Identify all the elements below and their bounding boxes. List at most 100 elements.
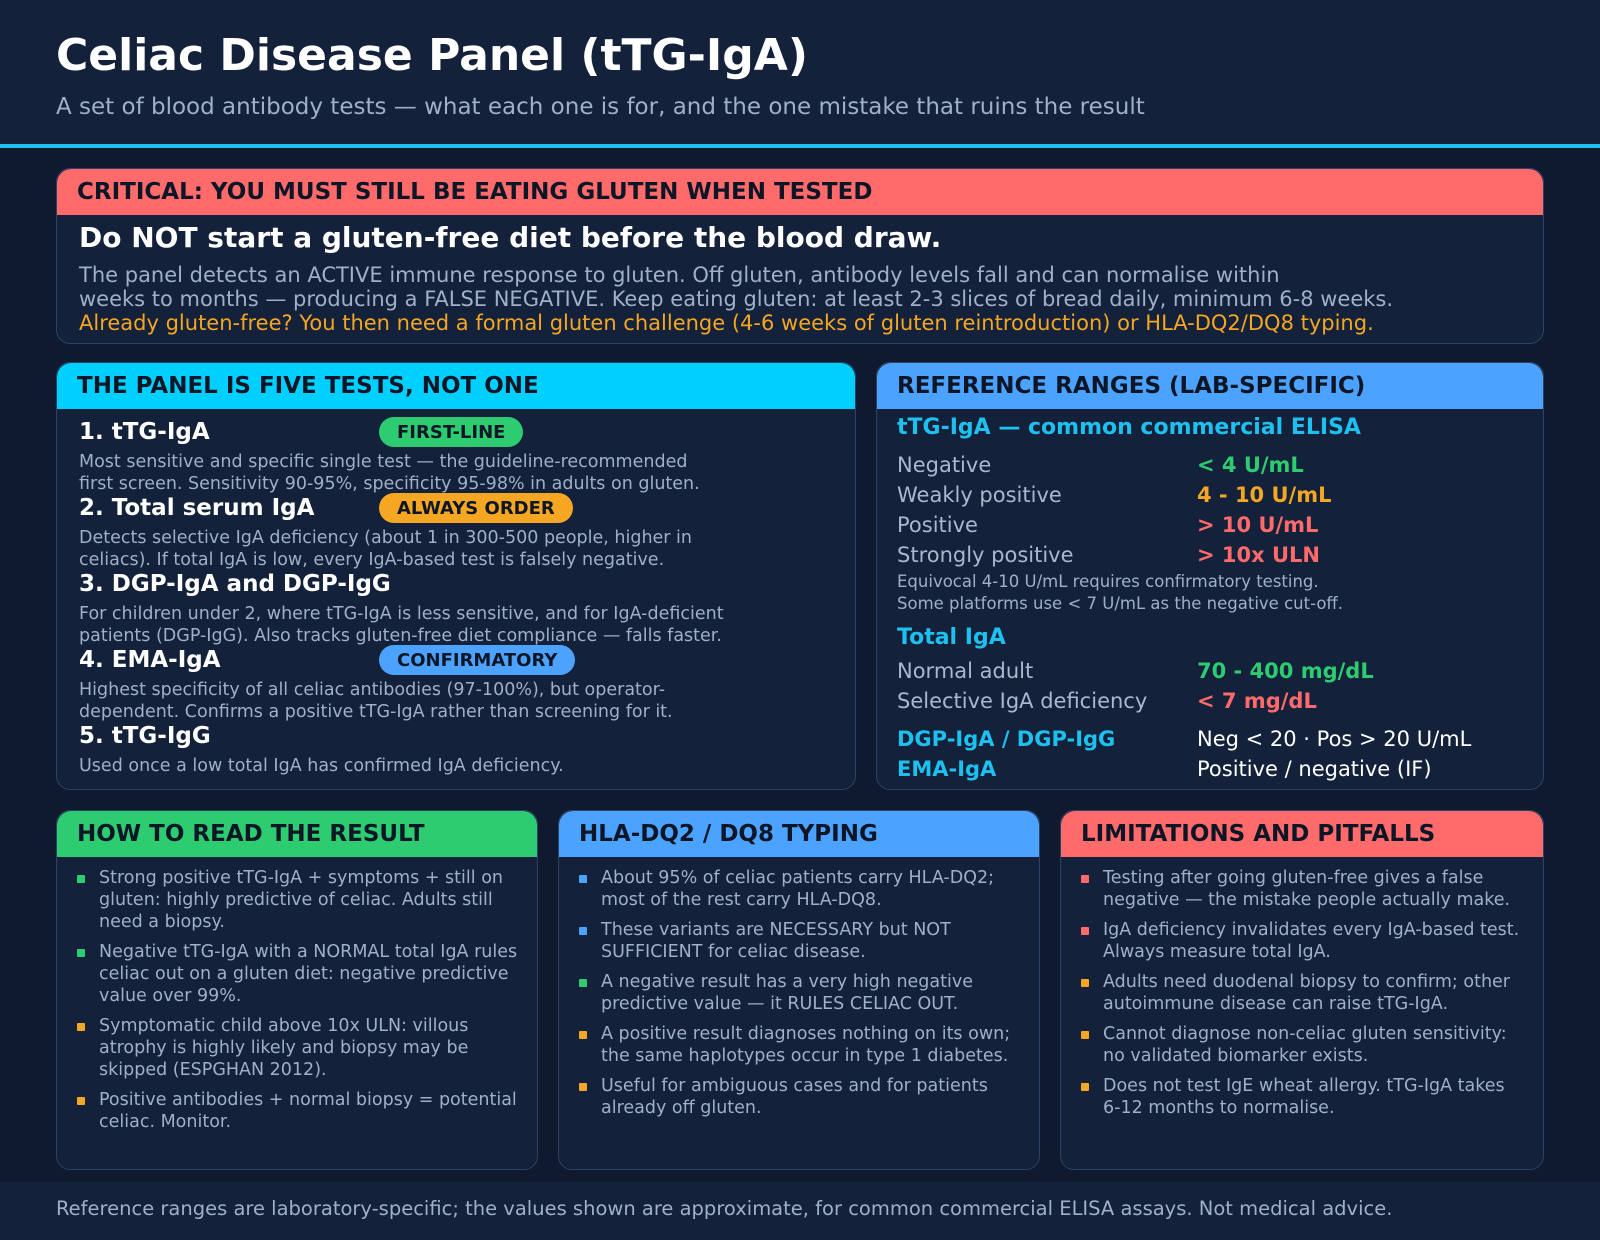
range-row: EMA-IgA Positive / negative (IF) (897, 757, 1527, 787)
test-title: 2. Total serum IgA (79, 495, 315, 521)
test-desc-line: patients (DGP-IgG). Also tracks gluten-f… (79, 626, 722, 646)
list-item-text: Testing after going gluten-free gives a … (1103, 868, 1511, 910)
list-item: These variants are NECESSARY but NOT SUF… (579, 919, 1023, 963)
read-list: Strong positive tTG-IgA + symptoms + sti… (77, 867, 521, 1141)
ttg-section-title: tTG-IgA — common commercial ELISA (897, 415, 1361, 440)
list-item: Symptomatic child above 10x ULN: villous… (77, 1015, 521, 1081)
ranges-note-line: Equivocal 4-10 U/mL requires confirmator… (897, 572, 1319, 591)
test-desc-line: Highest specificity of all celiac antibo… (79, 680, 666, 700)
list-item: Useful for ambiguous cases and for patie… (579, 1075, 1023, 1119)
test-description: For children under 2, where tTG-IgA is l… (79, 603, 839, 647)
iga-section-title: Total IgA (897, 625, 1006, 650)
test-description: Highest specificity of all celiac antibo… (79, 679, 839, 723)
critical-line-3: Already gluten-free? You then need a for… (79, 311, 1374, 335)
list-item-text: A positive result diagnoses nothing on i… (601, 1024, 1011, 1066)
test-description: Detects selective IgA deficiency (about … (79, 527, 839, 571)
list-item-text: These variants are NECESSARY but NOT SUF… (601, 920, 951, 962)
bullet-icon (77, 875, 85, 883)
range-value: 4 - 10 U/mL (1197, 483, 1332, 507)
test-description: Used once a low total IgA has confirmed … (79, 755, 839, 777)
limits-heading: LIMITATIONS AND PITFALLS (1061, 811, 1543, 857)
range-label: Strongly positive (897, 543, 1074, 567)
list-item-text: Positive antibodies + normal biopsy = po… (99, 1090, 517, 1132)
limitations-panel: LIMITATIONS AND PITFALLS Testing after g… (1060, 810, 1544, 1170)
bullet-icon (579, 1083, 587, 1091)
bullet-icon (1081, 1031, 1089, 1039)
how-to-read-panel: HOW TO READ THE RESULT Strong positive t… (56, 810, 538, 1170)
list-item: IgA deficiency invalidates every IgA-bas… (1081, 919, 1527, 963)
test-item: 5. tTG-IgG Used once a low total IgA has… (79, 723, 839, 777)
list-item-text: Symptomatic child above 10x ULN: villous… (99, 1016, 469, 1080)
list-item-text: Useful for ambiguous cases and for patie… (601, 1076, 988, 1118)
bullet-icon (579, 927, 587, 935)
critical-line-1: The panel detects an ACTIVE immune respo… (79, 263, 1280, 287)
list-item: A negative result has a very high negati… (579, 971, 1023, 1015)
range-label: Normal adult (897, 659, 1034, 683)
range-label: Weakly positive (897, 483, 1062, 507)
test-desc-line: dependent. Confirms a positive tTG-IgA r… (79, 702, 673, 722)
list-item-text: Cannot diagnose non-celiac gluten sensit… (1103, 1024, 1507, 1066)
limits-list: Testing after going gluten-free gives a … (1081, 867, 1527, 1127)
test-title: 4. EMA-IgA (79, 647, 221, 673)
list-item: Negative tTG-IgA with a NORMAL total IgA… (77, 941, 521, 1007)
bullet-icon (579, 875, 587, 883)
list-item: About 95% of celiac patients carry HLA-D… (579, 867, 1023, 911)
test-desc-line: Detects selective IgA deficiency (about … (79, 528, 693, 548)
dgp-value: Neg < 20 · Pos > 20 U/mL (1197, 727, 1472, 751)
list-item-text: Negative tTG-IgA with a NORMAL total IgA… (99, 942, 518, 1006)
ema-label: EMA-IgA (897, 757, 997, 781)
list-item-text: About 95% of celiac patients carry HLA-D… (601, 868, 995, 910)
range-row: Positive > 10 U/mL (897, 513, 1527, 543)
range-value: > 10x ULN (1197, 543, 1320, 567)
range-value: > 10 U/mL (1197, 513, 1319, 537)
test-description: Most sensitive and specific single test … (79, 451, 839, 495)
reference-ranges-panel: REFERENCE RANGES (LAB-SPECIFIC) tTG-IgA … (876, 362, 1544, 790)
range-label: Negative (897, 453, 992, 477)
test-desc-line: first screen. Sensitivity 90-95%, specif… (79, 474, 700, 494)
range-row: Negative < 4 U/mL (897, 453, 1527, 483)
test-title: 3. DGP-IgA and DGP-IgG (79, 571, 391, 597)
read-heading: HOW TO READ THE RESULT (57, 811, 537, 857)
list-item: Strong positive tTG-IgA + symptoms + sti… (77, 867, 521, 933)
test-desc-line: celiacs). If total IgA is low, every IgA… (79, 550, 665, 570)
range-row: Strongly positive > 10x ULN (897, 543, 1527, 573)
list-item-text: Adults need duodenal biopsy to confirm; … (1103, 972, 1510, 1014)
hla-list: About 95% of celiac patients carry HLA-D… (579, 867, 1023, 1127)
critical-lead: Do NOT start a gluten-free diet before t… (79, 221, 942, 254)
list-item: Testing after going gluten-free gives a … (1081, 867, 1527, 911)
range-label: Selective IgA deficiency (897, 689, 1148, 713)
list-item: Adults need duodenal biopsy to confirm; … (1081, 971, 1527, 1015)
range-row: DGP-IgA / DGP-IgG Neg < 20 · Pos > 20 U/… (897, 727, 1527, 757)
test-item: 3. DGP-IgA and DGP-IgG For children unde… (79, 571, 839, 647)
range-row: Selective IgA deficiency < 7 mg/dL (897, 689, 1527, 719)
test-badge: FIRST-LINE (379, 417, 524, 447)
hla-typing-panel: HLA-DQ2 / DQ8 TYPING About 95% of celiac… (558, 810, 1040, 1170)
list-item-text: IgA deficiency invalidates every IgA-bas… (1103, 920, 1520, 962)
test-item: 1. tTG-IgA FIRST-LINE Most sensitive and… (79, 417, 839, 495)
ema-value: Positive / negative (IF) (1197, 757, 1432, 781)
critical-warning-panel: CRITICAL: YOU MUST STILL BE EATING GLUTE… (56, 168, 1544, 344)
test-title: 1. tTG-IgA (79, 419, 210, 445)
test-badge: ALWAYS ORDER (379, 493, 573, 523)
list-item: Positive antibodies + normal biopsy = po… (77, 1089, 521, 1133)
page-subtitle: A set of blood antibody tests — what eac… (56, 94, 1145, 120)
list-item: Cannot diagnose non-celiac gluten sensit… (1081, 1023, 1527, 1067)
range-value: < 7 mg/dL (1197, 689, 1317, 713)
range-value: 70 - 400 mg/dL (1197, 659, 1374, 683)
range-row: Weakly positive 4 - 10 U/mL (897, 483, 1527, 513)
list-item: A positive result diagnoses nothing on i… (579, 1023, 1023, 1067)
bullet-icon (1081, 927, 1089, 935)
list-item: Does not test IgE wheat allergy. tTG-IgA… (1081, 1075, 1527, 1119)
dgp-label: DGP-IgA / DGP-IgG (897, 727, 1116, 751)
page-header: Celiac Disease Panel (tTG-IgA) A set of … (0, 0, 1600, 148)
tests-panel: THE PANEL IS FIVE TESTS, NOT ONE 1. tTG-… (56, 362, 856, 790)
list-item-text: Strong positive tTG-IgA + symptoms + sti… (99, 868, 503, 932)
list-item-text: Does not test IgE wheat allergy. tTG-IgA… (1103, 1076, 1505, 1118)
range-value: < 4 U/mL (1197, 453, 1304, 477)
ranges-note: Equivocal 4-10 U/mL requires confirmator… (897, 571, 1343, 615)
tests-heading: THE PANEL IS FIVE TESTS, NOT ONE (57, 363, 855, 409)
bullet-icon (1081, 1083, 1089, 1091)
page-title: Celiac Disease Panel (tTG-IgA) (56, 30, 808, 81)
test-title: 5. tTG-IgG (79, 723, 211, 749)
test-badge: CONFIRMATORY (379, 645, 576, 675)
